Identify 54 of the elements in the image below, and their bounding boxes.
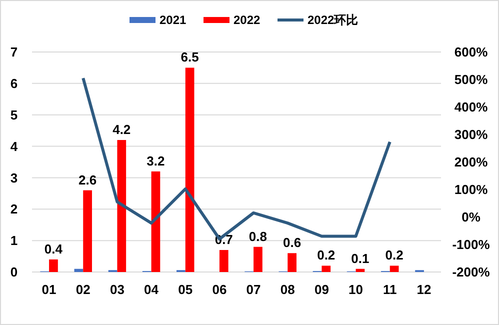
x-tick-label: 04 [144, 282, 160, 297]
x-tick-label: 05 [178, 282, 193, 297]
y2-tick-label: -200% [452, 264, 490, 280]
y-tick-label: 6 [10, 76, 18, 91]
y2-tick-label: -100% [452, 237, 490, 252]
x-tick-label: 02 [76, 282, 90, 297]
data-label: 0.2 [317, 248, 336, 263]
bar [254, 246, 262, 272]
bar [74, 268, 84, 272]
y-tick-label: 1 [10, 233, 18, 248]
legend-label: 2022 [234, 13, 261, 28]
x-tick-label: 01 [42, 282, 56, 297]
y-tick-label: 3 [10, 170, 18, 186]
x-tick-label: 12 [416, 282, 432, 297]
data-label: 0.6 [283, 235, 302, 250]
bar [356, 268, 365, 272]
legend-label: 2022环比 [308, 13, 358, 28]
y2-tick-label: 100% [454, 182, 488, 198]
bar [288, 253, 296, 272]
data-label: 0.2 [385, 248, 404, 263]
y-tick-label: 5 [10, 107, 18, 122]
legend-label: 2021 [160, 13, 187, 28]
bar [185, 68, 194, 272]
data-label: 0.8 [248, 228, 268, 244]
x-tick-label: 06 [212, 282, 227, 297]
x-tick-label: 11 [383, 282, 397, 297]
data-label: 0.1 [351, 250, 370, 266]
bar [219, 250, 228, 272]
y2-tick-label: 600% [454, 44, 488, 60]
bar [390, 266, 399, 272]
data-label: 3.2 [146, 153, 165, 168]
y2-tick-label: 500% [454, 72, 488, 88]
y2-tick-label: 0% [462, 210, 481, 225]
bar [49, 259, 58, 272]
y2-tick-label: 300% [454, 127, 488, 142]
bar [322, 266, 331, 272]
x-tick-label: 09 [314, 282, 329, 297]
x-tick-label: 08 [280, 282, 295, 297]
data-label: 4.2 [112, 122, 131, 137]
data-label: 6.5 [180, 50, 199, 65]
y-tick-label: 7 [10, 44, 18, 60]
data-label: 2.6 [78, 172, 97, 188]
x-tick-label: 03 [110, 282, 124, 297]
x-tick-label: 10 [348, 282, 364, 297]
data-label: 0.4 [44, 241, 64, 256]
y-tick-label: 0 [10, 264, 18, 280]
x-tick-label: 07 [246, 282, 261, 297]
bar [83, 190, 92, 272]
y2-tick-label: 200% [454, 154, 488, 170]
y-tick-label: 4 [10, 138, 18, 154]
bar [151, 171, 160, 272]
y2-tick-label: 400% [454, 100, 488, 115]
y-tick-label: 2 [10, 202, 18, 217]
bar [117, 140, 126, 272]
